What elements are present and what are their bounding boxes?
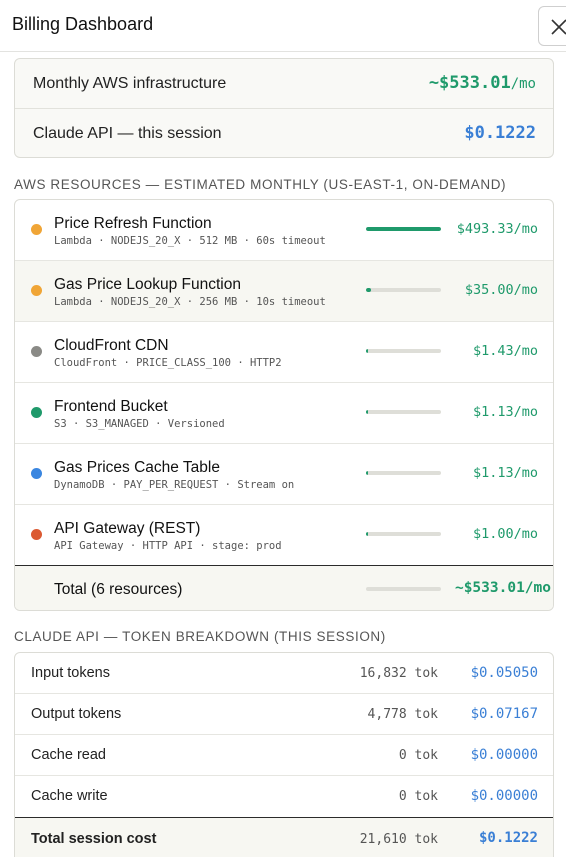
token-label: Output tokens — [31, 706, 122, 722]
status-dot — [31, 407, 42, 418]
cost-share-bar — [366, 288, 441, 292]
cost-share-bar — [366, 227, 441, 231]
aws-resource-row: Gas Price Lookup Function Lambda · NODEJ… — [15, 261, 553, 322]
token-count: 0 tok — [398, 748, 438, 763]
close-button[interactable] — [538, 6, 566, 46]
cost-share-bar — [366, 349, 441, 353]
aws-resource-row: API Gateway (REST) API Gateway · HTTP AP… — [15, 505, 553, 566]
summary-value-claude: $0.1222 — [464, 123, 536, 143]
cost-share-bar — [366, 532, 441, 536]
resource-cost: $1.13/mo — [472, 465, 538, 481]
token-cost: $0.07167 — [470, 706, 538, 722]
resource-name: Gas Prices Cache Table — [54, 459, 220, 476]
status-dot — [31, 529, 42, 540]
status-dot — [31, 224, 42, 235]
token-label: Cache read — [31, 747, 106, 763]
token-total-row: Total session cost 21,610 tok $0.1222 — [15, 817, 553, 857]
resource-name: CloudFront CDN — [54, 337, 169, 354]
status-dot — [31, 468, 42, 479]
cost-summary: Monthly AWS infrastructure ~$533.01/mo C… — [14, 58, 554, 158]
aws-total-row: Total (6 resources) ~$533.01/mo — [15, 565, 553, 610]
summary-label-aws: Monthly AWS infrastructure — [33, 75, 227, 92]
resource-meta: Lambda · NODEJS_20_X · 512 MB · 60s time… — [54, 235, 326, 247]
resource-cost: $1.43/mo — [472, 343, 538, 359]
total-bar — [366, 587, 441, 591]
token-cost: $0.05050 — [470, 665, 538, 681]
aws-resource-row: CloudFront CDN CloudFront · PRICE_CLASS_… — [15, 322, 553, 383]
summary-value-aws: ~$533.01/mo — [428, 73, 536, 93]
status-dot — [31, 346, 42, 357]
resource-meta: DynamoDB · PAY_PER_REQUEST · Stream on — [54, 479, 295, 491]
token-label: Input tokens — [31, 665, 110, 681]
aws-resources-list: Price Refresh Function Lambda · NODEJS_2… — [14, 199, 554, 611]
token-label: Cache write — [31, 788, 108, 804]
token-row: Output tokens 4,778 tok $0.07167 — [15, 694, 553, 735]
token-total-cost: $0.1222 — [478, 830, 538, 846]
cost-share-bar — [366, 410, 441, 414]
token-row: Cache write 0 tok $0.00000 — [15, 776, 553, 817]
resource-cost: $1.00/mo — [472, 526, 538, 542]
resource-cost: $493.33/mo — [456, 221, 538, 237]
header: Billing Dashboard — [0, 0, 566, 52]
status-dot — [31, 285, 42, 296]
token-total-count: 21,610 tok — [359, 832, 438, 847]
resource-name: Price Refresh Function — [54, 215, 212, 232]
token-total-label: Total session cost — [31, 831, 157, 847]
resource-name: Gas Price Lookup Function — [54, 276, 241, 293]
resource-meta: CloudFront · PRICE_CLASS_100 · HTTP2 — [54, 357, 282, 369]
cost-share-bar — [366, 471, 441, 475]
resource-name: API Gateway (REST) — [54, 520, 201, 537]
aws-resource-row: Frontend Bucket S3 · S3_MANAGED · Versio… — [15, 383, 553, 444]
aws-total-cost: ~$533.01/mo — [454, 580, 551, 596]
token-cost: $0.00000 — [470, 747, 538, 763]
aws-resource-row: Gas Prices Cache Table DynamoDB · PAY_PE… — [15, 444, 553, 505]
resource-cost: $35.00/mo — [464, 282, 538, 298]
token-count: 16,832 tok — [359, 666, 438, 681]
close-icon — [551, 19, 566, 35]
resource-meta: S3 · S3_MANAGED · Versioned — [54, 418, 225, 430]
resource-cost: $1.13/mo — [472, 404, 538, 420]
aws-total-label: Total (6 resources) — [54, 581, 183, 598]
summary-row-claude: Claude API — this session $0.1222 — [15, 109, 553, 157]
token-section-title: CLAUDE API — TOKEN BREAKDOWN (THIS SESSI… — [14, 629, 386, 644]
summary-row-aws: Monthly AWS infrastructure ~$533.01/mo — [15, 59, 553, 109]
aws-section-title: AWS RESOURCES — ESTIMATED MONTHLY (US-EA… — [14, 177, 507, 192]
token-row: Input tokens 16,832 tok $0.05050 — [15, 653, 553, 694]
token-count: 4,778 tok — [367, 707, 438, 722]
token-cost: $0.00000 — [470, 788, 538, 804]
page-title: Billing Dashboard — [12, 14, 154, 34]
resource-meta: Lambda · NODEJS_20_X · 256 MB · 10s time… — [54, 296, 326, 308]
resource-name: Frontend Bucket — [54, 398, 168, 415]
token-row: Cache read 0 tok $0.00000 — [15, 735, 553, 776]
resource-meta: API Gateway · HTTP API · stage: prod — [54, 540, 282, 552]
aws-resource-row: Price Refresh Function Lambda · NODEJS_2… — [15, 200, 553, 261]
token-count: 0 tok — [398, 789, 438, 804]
summary-label-claude: Claude API — this session — [33, 125, 222, 142]
token-breakdown-table: Input tokens 16,832 tok $0.05050 Output … — [14, 652, 554, 857]
